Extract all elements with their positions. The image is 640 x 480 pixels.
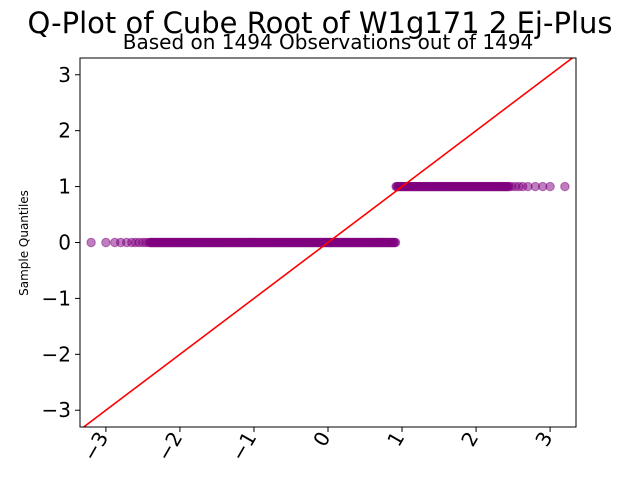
y-tick-label: −2 [42, 342, 71, 366]
y-tick-label: 2 [58, 119, 71, 143]
x-tick-label: 3 [530, 428, 557, 451]
x-tick-label: −2 [152, 428, 188, 466]
data-point [86, 237, 96, 248]
chart-title: Q-Plot of Cube Root of W1g171 2 Ej-Plus [28, 6, 613, 40]
x-tick-label: 0 [308, 428, 335, 451]
x-tick-label: 2 [456, 428, 483, 451]
y-tick-label: 1 [58, 175, 71, 199]
y-tick-label: 0 [58, 231, 71, 255]
reference-line-group [82, 58, 574, 427]
data-point [545, 181, 555, 192]
y-tick-label: 3 [58, 63, 71, 87]
y-tick-label: −3 [42, 398, 71, 422]
sample-points [86, 181, 570, 248]
data-point [390, 237, 401, 248]
x-tick-label: 1 [382, 428, 409, 451]
reference-line [82, 58, 574, 427]
y-axis: −3 −2 −1 0 1 2 3 [42, 63, 80, 422]
x-tick-label: −3 [78, 428, 114, 466]
chart-subtitle: Based on 1494 Observations out of 1494 [123, 30, 534, 54]
y-axis-label: Sample Quantiles [17, 190, 31, 296]
data-point [560, 181, 570, 192]
x-axis: −3 −2 −1 0 1 2 3 [78, 427, 557, 466]
data-point [101, 237, 111, 248]
y-tick-label: −1 [42, 286, 71, 310]
x-tick-label: −1 [226, 428, 262, 466]
